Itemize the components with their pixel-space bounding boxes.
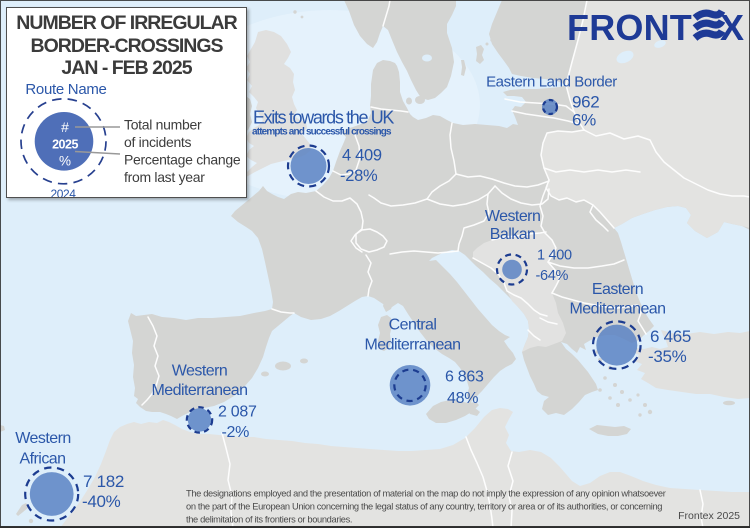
svg-text:Western: Western bbox=[15, 430, 70, 447]
svg-text:6 465: 6 465 bbox=[650, 327, 691, 346]
svg-text:6%: 6% bbox=[572, 111, 596, 130]
svg-text:-35%: -35% bbox=[648, 347, 687, 366]
svg-text:of incidents: of incidents bbox=[124, 134, 192, 150]
svg-text:FRONT: FRONT bbox=[567, 7, 692, 48]
svg-text:Mediterranean: Mediterranean bbox=[569, 300, 665, 317]
svg-text:Central: Central bbox=[389, 316, 437, 333]
svg-text:962: 962 bbox=[572, 93, 599, 112]
svg-text:The designations employed and: The designations employed and the presen… bbox=[186, 489, 666, 499]
svg-text:Balkan: Balkan bbox=[490, 226, 536, 243]
svg-text:#: # bbox=[61, 119, 69, 135]
svg-text:2 087: 2 087 bbox=[218, 404, 257, 421]
svg-text:Eastern Land Border: Eastern Land Border bbox=[486, 74, 617, 91]
svg-text:on the part of the European Un: on the part of the European Union concer… bbox=[186, 502, 662, 512]
svg-text:4 409: 4 409 bbox=[342, 146, 382, 164]
svg-text:Western: Western bbox=[172, 363, 227, 380]
svg-text:attempts and successful crossi: attempts and successful crossings bbox=[252, 127, 392, 138]
svg-text:48%: 48% bbox=[447, 390, 478, 407]
svg-text:-28%: -28% bbox=[340, 167, 378, 185]
svg-text:Eastern: Eastern bbox=[592, 281, 643, 298]
svg-text:from last year: from last year bbox=[124, 169, 205, 185]
svg-text:Mediterranean: Mediterranean bbox=[151, 382, 247, 399]
svg-text:1 400: 1 400 bbox=[537, 248, 572, 264]
svg-text:2025: 2025 bbox=[52, 137, 78, 151]
svg-text:African: African bbox=[20, 451, 66, 468]
svg-text:the delimitation of its fronti: the delimitation of its frontiers or bou… bbox=[186, 515, 352, 525]
svg-text:6 863: 6 863 bbox=[445, 369, 484, 386]
svg-text:Percentage change: Percentage change bbox=[124, 152, 241, 168]
svg-text:Frontex 2025: Frontex 2025 bbox=[678, 510, 740, 522]
svg-text:%: % bbox=[59, 154, 71, 169]
svg-text:Exits towards the UK: Exits towards the UK bbox=[253, 107, 394, 127]
svg-text:Mediterranean: Mediterranean bbox=[364, 336, 460, 353]
svg-text:-64%: -64% bbox=[536, 268, 569, 284]
svg-text:-2%: -2% bbox=[222, 424, 250, 441]
svg-text:-40%: -40% bbox=[82, 492, 121, 511]
svg-text:7 182: 7 182 bbox=[83, 472, 124, 491]
svg-text:Total number: Total number bbox=[124, 117, 202, 133]
svg-text:Western: Western bbox=[485, 208, 540, 225]
svg-text:2024: 2024 bbox=[50, 187, 76, 197]
